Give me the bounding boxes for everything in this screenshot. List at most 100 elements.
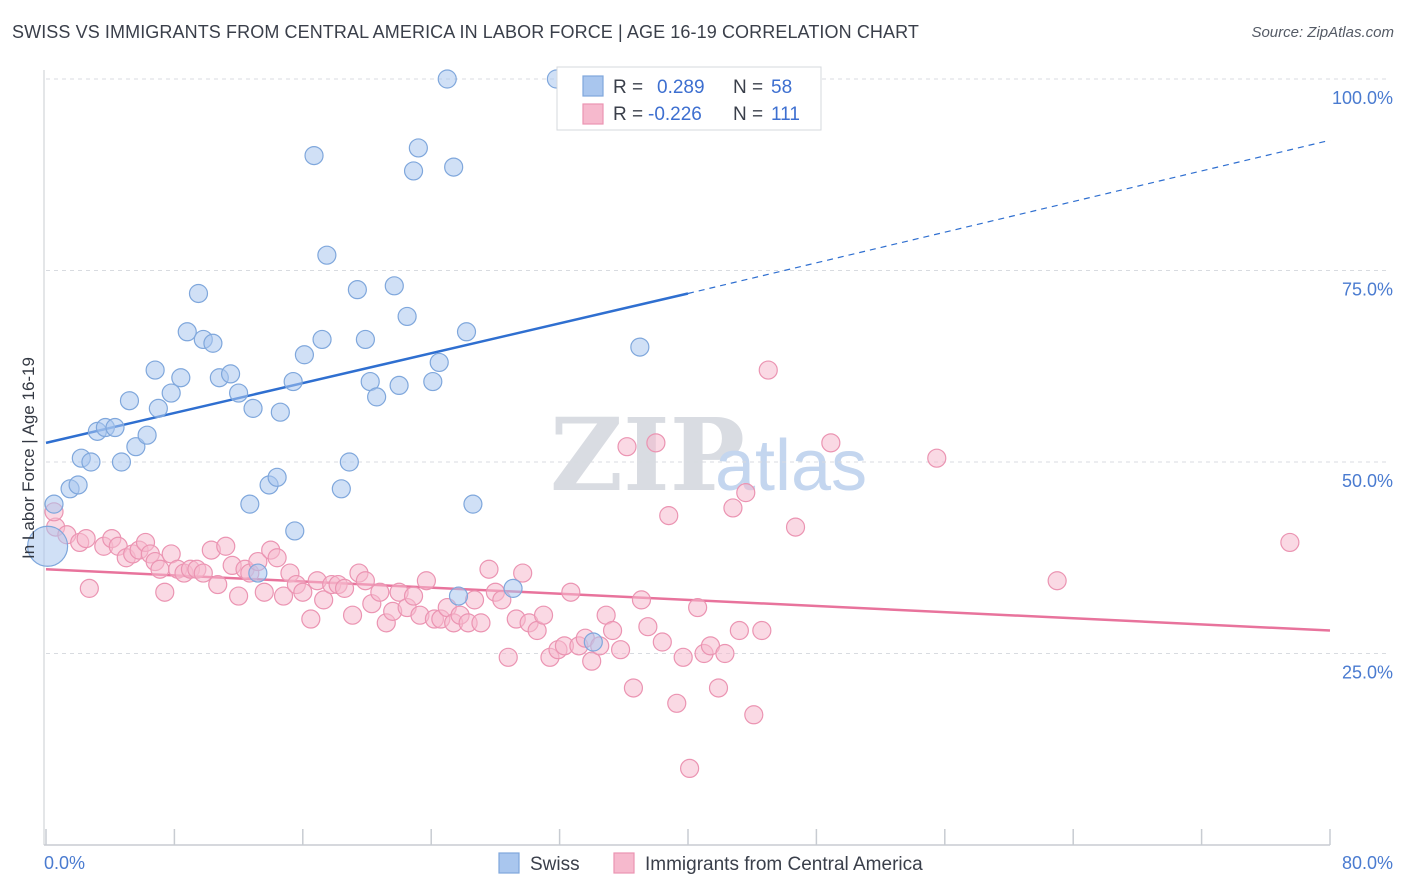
swiss-point-5 [81, 452, 101, 472]
swiss-point-31 [285, 521, 305, 541]
immigrants-point-66 [492, 590, 512, 610]
immigrants-point-15 [150, 559, 170, 579]
immigrants-point-91 [667, 693, 687, 713]
swiss-point-33 [304, 146, 324, 166]
immigrants-point-109 [1280, 532, 1300, 553]
swiss-point-20 [203, 333, 223, 353]
y-tick-label-2: 50.0% [1342, 471, 1393, 491]
immigrants-point-53 [403, 586, 424, 606]
bottom-legend-swiss: Swiss [530, 854, 580, 875]
swiss-point-43 [389, 375, 409, 395]
immigrants-point-99 [723, 498, 743, 518]
swiss-point-52 [456, 322, 477, 342]
immigrants-point-87 [638, 617, 658, 637]
immigrants-point-76 [561, 582, 581, 602]
immigrants-point-27 [229, 586, 249, 606]
swiss-point-23 [229, 383, 249, 403]
swiss-trend-line [45, 292, 689, 445]
legend-n-value-1: 58 [771, 77, 792, 98]
source-credit: Source: ZipAtlas.com [1251, 24, 1394, 41]
immigrants-point-106 [821, 433, 841, 453]
swiss-point-9 [111, 452, 132, 472]
legend-r-label-1: R = [613, 77, 643, 98]
immigrants-point-62 [464, 590, 485, 610]
immigrants-point-90 [659, 506, 679, 526]
stats-legend: R = 0.289 N = 58 R = -0.226 N = 111 [556, 66, 822, 131]
swiss-point-34 [312, 329, 332, 350]
swiss-point-12 [137, 425, 157, 445]
swiss-trend-extension [687, 139, 1331, 295]
chart-title: SWISS VS IMMIGRANTS FROM CENTRAL AMERICA… [12, 22, 919, 42]
swiss-point-57 [630, 337, 650, 357]
axes [43, 70, 1330, 846]
swiss-point-53 [463, 494, 483, 514]
immigrants-point-37 [293, 582, 313, 602]
immigrants-point-24 [208, 574, 228, 595]
y-tick-label-1: 75.0% [1342, 280, 1393, 300]
immigrants-point-38 [301, 609, 321, 629]
swiss-point-11 [126, 437, 146, 457]
immigrants-point-84 [617, 437, 637, 457]
legend-r-value-1: 0.289 [657, 77, 705, 98]
swiss-point-51 [448, 586, 469, 606]
immigrants-point-86 [631, 590, 652, 610]
swiss-point-54 [503, 578, 523, 598]
y-tick-labels: 100.0% 75.0% 50.0% 25.0% [1332, 88, 1393, 683]
immigrants-point-83 [610, 640, 631, 660]
swiss-point-22 [220, 364, 241, 384]
swiss-point-39 [355, 329, 375, 350]
legend-swatch-immigrants [582, 103, 604, 125]
immigrants-point-43 [334, 578, 355, 598]
immigrants-point-107 [927, 448, 947, 468]
y-tick-label-0: 100.0% [1332, 88, 1393, 108]
swiss-point-38 [347, 280, 367, 300]
immigrants-point-88 [646, 433, 666, 453]
swiss-point-0 [27, 525, 69, 567]
watermark-zip: ZIP [550, 396, 745, 514]
immigrants-point-34 [273, 586, 294, 606]
swiss-point-37 [339, 452, 359, 472]
immigrants-point-92 [673, 647, 693, 667]
bottom-legend-swatch-immigrants [613, 852, 635, 874]
swiss-point-49 [437, 69, 457, 89]
swiss-point-44 [397, 306, 417, 327]
swiss-point-36 [331, 479, 351, 499]
swiss-point-56 [583, 632, 603, 652]
immigrants-point-104 [758, 360, 778, 380]
immigrants-point-69 [513, 563, 533, 583]
immigrants-point-97 [708, 678, 729, 698]
immigrants-point-16 [155, 582, 175, 602]
swiss-point-48 [429, 352, 449, 373]
swiss-point-18 [188, 283, 209, 304]
swiss-point-47 [423, 371, 443, 392]
immigrants-point-72 [533, 605, 554, 625]
x-tick-label-max: 80.0% [1342, 853, 1393, 873]
swiss-point-15 [161, 383, 181, 403]
legend-swatch-swiss [582, 75, 604, 97]
immigrants-point-101 [736, 483, 756, 503]
swiss-point-28 [267, 467, 287, 487]
immigrants-point-4 [76, 528, 96, 549]
swiss-point-46 [408, 138, 428, 158]
legend-r-label-2: R = [613, 104, 643, 125]
swiss-point-14 [148, 398, 168, 418]
swiss-point-24 [240, 494, 260, 514]
immigrants-point-5 [79, 578, 99, 598]
y-axis-label: In Labor Force | Age 16-19 [19, 357, 38, 559]
legend-n-value-2: 111 [771, 104, 800, 125]
series-legend: Swiss Immigrants from Central America [498, 852, 923, 875]
immigrants-point-100 [729, 620, 749, 641]
immigrants-point-89 [652, 632, 672, 652]
immigrants-point-22 [193, 563, 213, 583]
immigrants-point-55 [416, 571, 436, 591]
immigrants-point-48 [370, 582, 390, 602]
immigrants-point-102 [744, 705, 764, 725]
immigrants-point-93 [680, 758, 700, 779]
legend-n-label-2: N = [733, 104, 763, 125]
swiss-point-1 [44, 494, 64, 514]
swiss-point-13 [145, 360, 165, 380]
immigrants-point-31 [254, 582, 274, 602]
swiss-point-41 [367, 387, 387, 407]
immigrants-point-103 [752, 620, 772, 641]
immigrants-point-85 [623, 678, 644, 698]
